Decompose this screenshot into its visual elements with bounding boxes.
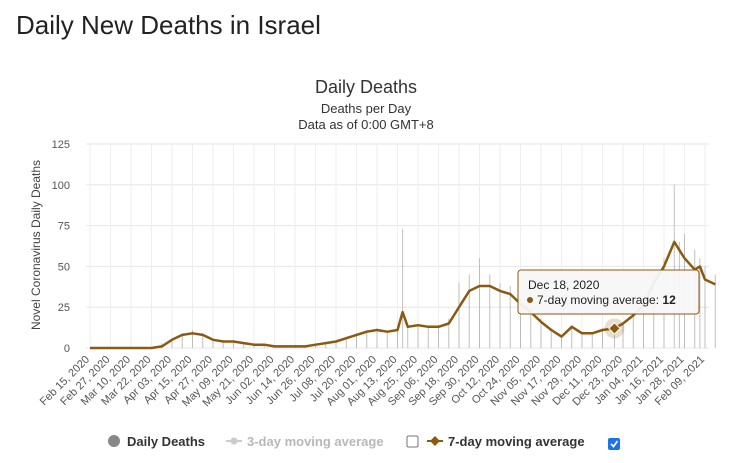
legend-7-day-label: 7-day moving average (448, 434, 585, 449)
y-tick-label-0: 0 (64, 343, 70, 355)
series-line-7-day-moving-average[interactable] (90, 240, 716, 350)
checkbox-7-day-moving-average[interactable] (608, 438, 620, 450)
chart-legend: Daily Deaths 3-day moving average 7-day … (108, 434, 620, 450)
legend-3-day-label: 3-day moving average (247, 434, 384, 449)
y-tick-label-75: 75 (58, 221, 70, 233)
y-tick-label-100: 100 (52, 180, 70, 192)
chart-tooltip: Dec 18, 2020 7-day moving average: 12 (517, 269, 700, 315)
legend-item-3-day-moving-average[interactable]: 3-day moving average (226, 434, 384, 449)
page-title: Daily New Deaths in Israel (16, 10, 321, 40)
tooltip-series-marker (527, 297, 533, 303)
tooltip-box (517, 269, 700, 315)
tooltip-date: Dec 18, 2020 (528, 278, 600, 292)
check-mark-icon (610, 440, 619, 448)
legend-item-daily-deaths[interactable]: Daily Deaths (108, 434, 205, 449)
chart-subtitle-line-2: Data as of 0:00 GMT+8 (298, 117, 433, 132)
hover-point-layer (604, 318, 625, 339)
chart-title: Daily Deaths (315, 77, 417, 97)
chart-subtitle-line-1: Deaths per Day (321, 101, 412, 116)
y-tick-layer: 0 25 50 75 100 125 (52, 139, 70, 355)
y-tick-label-125: 125 (52, 139, 70, 151)
y-tick-label-25: 25 (58, 302, 70, 314)
hover-point-marker[interactable] (608, 322, 621, 335)
tooltip-series-label: 7-day moving average: 12 (537, 293, 676, 307)
y-axis-label: Novel Coronavirus Daily Deaths (29, 160, 43, 330)
legend-item-7-day-moving-average[interactable]: 7-day moving average (427, 434, 585, 449)
legend-7-day-diamond-icon (430, 436, 440, 446)
checkbox-3-day-moving-average[interactable] (406, 435, 419, 448)
checkbox-7-day-box (608, 438, 620, 450)
legend-daily-deaths-marker (108, 435, 120, 447)
legend-daily-deaths-label: Daily Deaths (127, 434, 205, 449)
y-tick-label-50: 50 (58, 261, 70, 273)
legend-3-day-marker (230, 437, 238, 445)
grid-layer (86, 143, 709, 349)
